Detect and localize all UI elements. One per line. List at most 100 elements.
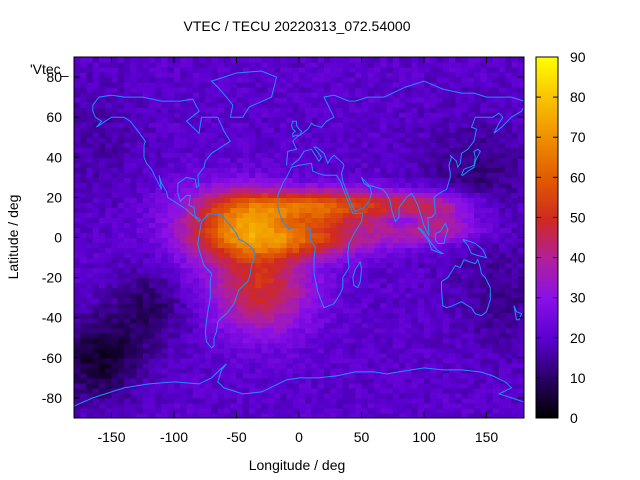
heat-cell: [480, 312, 488, 319]
heat-cell: [124, 157, 131, 163]
heat-cell: [286, 197, 294, 203]
heat-cell: [99, 172, 106, 178]
heat-cell: [399, 167, 406, 173]
heat-cell: [430, 137, 438, 143]
heat-cell: [80, 177, 88, 183]
heat-cell: [186, 337, 194, 344]
heat-cell: [192, 402, 200, 409]
heat-cell: [211, 127, 219, 133]
heat-cell: [261, 207, 269, 214]
heat-cell: [74, 137, 81, 143]
heat-cell: [217, 397, 225, 404]
heat-cell: [136, 302, 144, 309]
heat-cell: [499, 162, 506, 168]
heat-cell: [380, 312, 388, 319]
heat-cell: [449, 372, 456, 379]
heat-cell: [124, 232, 131, 239]
heat-cell: [374, 272, 381, 279]
heat-cell: [186, 372, 194, 379]
heat-cell: [449, 172, 456, 178]
heat-cell: [230, 62, 238, 68]
heat-cell: [236, 192, 244, 198]
heat-cell: [480, 362, 488, 369]
heat-cell: [411, 232, 419, 239]
heat-cell: [499, 352, 506, 359]
heat-cell: [149, 307, 156, 314]
heat-cell: [461, 322, 469, 329]
heat-cell: [111, 327, 119, 334]
heat-cell: [380, 82, 388, 88]
heat-cell: [336, 322, 344, 329]
heat-cell: [299, 267, 306, 274]
heat-cell: [111, 127, 119, 133]
heat-cell: [355, 152, 363, 158]
heat-cell: [317, 157, 325, 163]
heat-cell: [236, 202, 244, 209]
heat-cell: [342, 347, 350, 354]
heat-cell: [480, 87, 488, 93]
heat-cell: [274, 347, 281, 354]
heat-cell: [436, 407, 444, 414]
heat-cell: [317, 387, 325, 394]
heat-cell: [211, 197, 219, 203]
heat-cell: [105, 347, 113, 354]
heat-cell: [130, 387, 138, 394]
heat-cell: [124, 407, 131, 414]
heat-cell: [267, 407, 275, 414]
heat-cell: [455, 267, 463, 274]
heat-cell: [74, 67, 81, 73]
heat-cell: [461, 92, 469, 98]
heat-cell: [174, 297, 181, 304]
heat-cell: [130, 152, 138, 158]
heat-cell: [411, 267, 419, 274]
heat-cell: [430, 112, 438, 118]
heat-cell: [261, 92, 269, 98]
heat-cell: [130, 322, 138, 329]
heat-cell: [374, 362, 381, 369]
heat-cell: [142, 272, 150, 279]
heat-cell: [317, 332, 325, 339]
heat-cell: [461, 372, 469, 379]
heat-cell: [399, 292, 406, 299]
heat-cell: [449, 77, 456, 83]
heat-cell: [449, 202, 456, 209]
heat-cell: [80, 222, 88, 229]
heat-cell: [211, 247, 219, 254]
heat-cell: [86, 167, 94, 173]
heat-cell: [430, 202, 438, 209]
heat-cell: [367, 322, 375, 329]
heat-cell: [99, 177, 106, 183]
heat-cell: [267, 67, 275, 73]
heat-cell: [255, 107, 263, 113]
heat-cell: [374, 242, 381, 249]
heat-cell: [80, 242, 88, 249]
heat-cell: [492, 82, 500, 88]
heat-cell: [486, 312, 494, 319]
heat-cell: [442, 197, 450, 203]
heat-cell: [230, 262, 238, 269]
heat-cell: [311, 212, 319, 219]
heat-cell: [111, 87, 119, 93]
heat-cell: [274, 132, 281, 138]
heat-cell: [205, 402, 213, 409]
heat-cell: [367, 312, 375, 319]
heat-cell: [199, 387, 206, 394]
heat-cell: [467, 362, 475, 369]
heat-cell: [336, 242, 344, 249]
heat-cell: [299, 67, 306, 73]
heat-cell: [86, 217, 94, 224]
heat-cell: [374, 127, 381, 133]
heat-cell: [336, 352, 344, 359]
heat-cell: [236, 267, 244, 274]
heat-cell: [299, 377, 306, 384]
heat-cell: [480, 62, 488, 68]
heat-cell: [492, 312, 500, 319]
heat-cell: [417, 117, 425, 123]
heat-cell: [155, 202, 163, 209]
heat-cell: [292, 217, 300, 224]
heat-cell: [417, 202, 425, 209]
heat-cell: [361, 72, 369, 78]
heat-cell: [411, 307, 419, 314]
heat-cell: [286, 157, 294, 163]
heat-cell: [124, 57, 131, 63]
